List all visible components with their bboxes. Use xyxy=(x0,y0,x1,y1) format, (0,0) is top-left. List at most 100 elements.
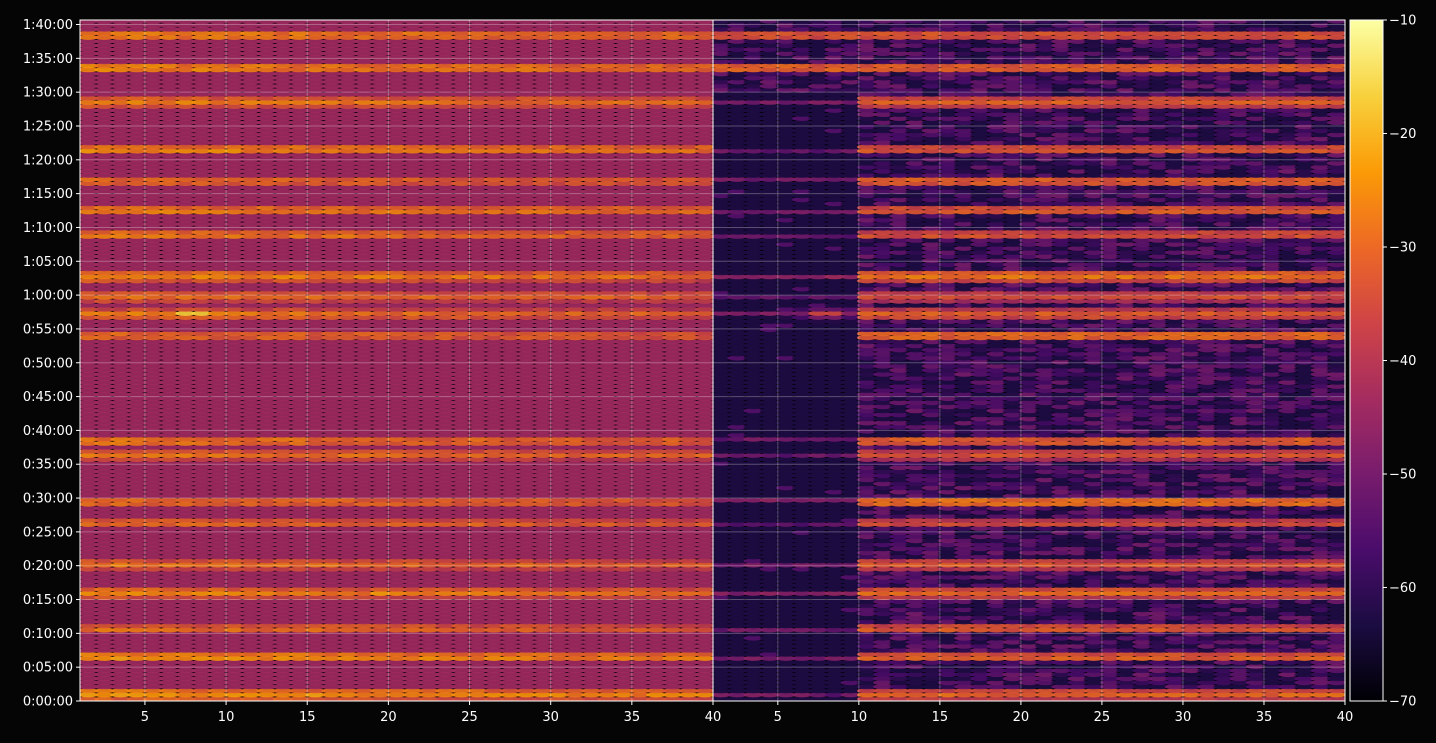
heatmap-cell xyxy=(159,107,180,113)
heatmap-cell xyxy=(142,47,164,52)
heatmap-cell xyxy=(159,526,180,531)
heatmap-cell xyxy=(175,136,196,142)
heatmap-cell xyxy=(126,619,147,625)
heatmap-cell xyxy=(175,696,196,701)
heatmap-cell xyxy=(175,282,196,288)
heatmap-cell xyxy=(80,505,99,511)
heatmap-cell xyxy=(80,67,99,73)
heatmap-cell xyxy=(110,229,131,235)
heatmap-cell xyxy=(126,91,147,97)
heatmap-cell xyxy=(110,270,131,276)
heatmap-cell xyxy=(80,20,99,24)
heatmap-cell xyxy=(94,363,115,369)
heatmap-cell xyxy=(142,526,164,531)
heatmap-cell xyxy=(110,156,131,162)
heatmap-cell xyxy=(80,327,99,333)
heatmap-cell xyxy=(80,310,99,316)
heatmap-cell xyxy=(191,71,212,77)
heatmap-cell xyxy=(175,586,196,592)
heatmap-cell xyxy=(126,282,147,288)
heatmap-cell xyxy=(110,436,131,442)
heatmap-cell xyxy=(94,371,115,377)
heatmap-cell xyxy=(191,148,212,154)
heatmap-cell xyxy=(175,590,196,596)
heatmap-cell xyxy=(80,412,99,418)
heatmap-cell xyxy=(94,388,115,393)
heatmap-cell xyxy=(94,67,115,73)
heatmap-cell xyxy=(80,250,99,255)
heatmap-cell xyxy=(80,99,99,105)
heatmap-cell xyxy=(159,120,180,126)
heatmap-cell xyxy=(126,367,147,373)
heatmap-cell xyxy=(80,404,99,410)
heatmap-cell xyxy=(175,168,196,174)
heatmap-cell xyxy=(191,680,212,686)
heatmap-cell xyxy=(80,343,99,349)
heatmap-cell xyxy=(110,302,131,308)
heatmap-cell xyxy=(80,526,99,531)
heatmap-cell xyxy=(94,128,115,134)
heatmap-cell xyxy=(126,436,147,442)
heatmap-cell xyxy=(191,270,212,276)
heatmap-cell xyxy=(175,668,196,674)
heatmap-cell xyxy=(80,424,99,430)
heatmap-cell xyxy=(207,696,229,701)
heatmap-cell xyxy=(126,465,147,471)
heatmap-cell xyxy=(142,680,164,686)
heatmap-cell xyxy=(142,164,164,170)
heatmap-cell xyxy=(159,623,180,629)
heatmap-cell xyxy=(207,676,229,682)
heatmap-cell xyxy=(142,550,164,556)
heatmap-cell xyxy=(94,160,115,166)
heatmap-cell xyxy=(159,103,180,109)
heatmap-cell xyxy=(94,181,115,186)
heatmap-cell xyxy=(126,107,147,113)
heatmap-cell xyxy=(159,213,180,219)
heatmap-cell xyxy=(159,302,180,308)
heatmap-cell xyxy=(191,193,212,199)
heatmap-cell xyxy=(191,209,212,215)
heatmap-cell xyxy=(80,197,99,203)
heatmap-cell xyxy=(80,440,99,446)
heatmap-cell xyxy=(191,590,212,596)
heatmap-cell xyxy=(110,676,131,682)
heatmap-cell xyxy=(159,124,180,130)
heatmap-cell xyxy=(159,448,180,454)
heatmap-cell xyxy=(126,237,147,243)
heatmap-cell xyxy=(110,432,131,438)
heatmap-cell xyxy=(126,517,147,523)
heatmap-cell xyxy=(110,615,131,621)
heatmap-cell xyxy=(142,497,164,503)
heatmap-cell xyxy=(110,355,131,361)
heatmap-cell xyxy=(126,554,147,560)
heatmap-cell xyxy=(94,34,115,40)
heatmap-cell xyxy=(191,34,212,40)
heatmap-cell xyxy=(191,611,212,617)
heatmap-cell xyxy=(175,424,196,430)
heatmap-cell xyxy=(142,363,164,369)
heatmap-cell xyxy=(94,367,115,373)
heatmap-cell xyxy=(80,371,99,377)
heatmap-cell xyxy=(126,205,147,211)
heatmap-cell xyxy=(191,558,212,564)
heatmap-cell xyxy=(191,124,212,130)
heatmap-cell xyxy=(191,619,212,625)
heatmap-cell xyxy=(94,428,115,434)
heatmap-cell xyxy=(191,530,212,536)
heatmap-cell xyxy=(80,582,99,588)
heatmap-cell xyxy=(126,440,147,446)
heatmap-cell xyxy=(94,497,115,503)
heatmap-cell xyxy=(126,676,147,682)
heatmap-cell xyxy=(142,570,164,576)
heatmap-cell xyxy=(110,566,131,572)
heatmap-cell xyxy=(94,193,115,199)
heatmap-cell xyxy=(110,473,131,479)
heatmap-cell xyxy=(126,627,147,633)
heatmap-cell xyxy=(159,639,180,645)
heatmap-cell xyxy=(110,38,131,44)
heatmap-cell xyxy=(126,509,147,515)
heatmap-cell xyxy=(175,371,196,377)
heatmap-cell xyxy=(110,30,131,36)
heatmap-cell xyxy=(142,631,164,637)
heatmap-cell xyxy=(191,152,212,158)
